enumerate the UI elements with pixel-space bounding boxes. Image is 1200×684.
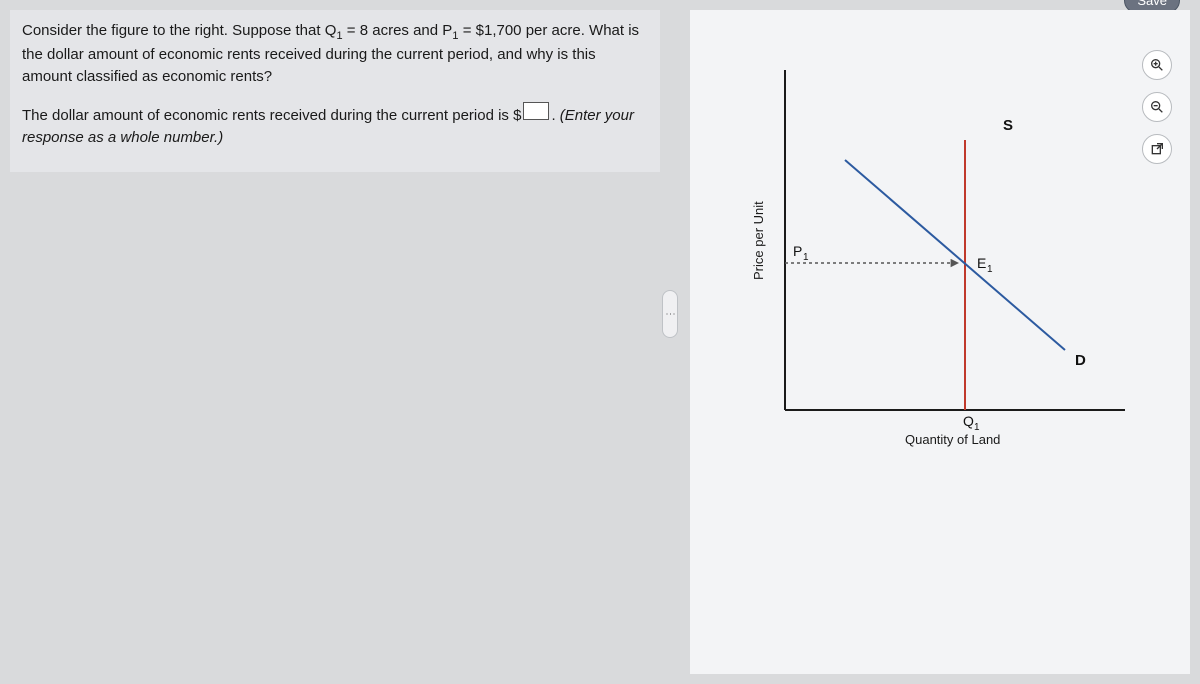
zoom-in-icon <box>1149 57 1165 73</box>
svg-text:D: D <box>1075 352 1086 369</box>
figure-controls <box>1142 50 1172 164</box>
figure-panel: Price per UnitQuantity of LandSDP1E1Q1 <box>690 10 1190 674</box>
zoom-out-button[interactable] <box>1142 92 1172 122</box>
svg-text:1: 1 <box>803 252 809 263</box>
svg-text:P: P <box>793 243 802 259</box>
x-axis-label: Quantity of Land <box>905 432 1000 447</box>
question-para-2: The dollar amount of economic rents rece… <box>22 102 648 149</box>
zoom-in-button[interactable] <box>1142 50 1172 80</box>
svg-text:1: 1 <box>974 422 980 433</box>
answer-input[interactable] <box>523 102 549 120</box>
svg-text:1: 1 <box>987 264 993 275</box>
svg-text:E: E <box>977 255 986 271</box>
question-panel: Consider the figure to the right. Suppos… <box>10 10 660 172</box>
svg-text:S: S <box>1003 117 1013 134</box>
zoom-out-icon <box>1149 99 1165 115</box>
y-axis-label: Price per Unit <box>751 201 766 280</box>
economics-chart: Price per UnitQuantity of LandSDP1E1Q1 <box>745 50 1145 450</box>
expand-tab[interactable]: ⋮ <box>662 290 678 338</box>
popout-button[interactable] <box>1142 134 1172 164</box>
save-label: Save <box>1137 0 1167 8</box>
popout-icon <box>1149 141 1165 157</box>
svg-text:Q: Q <box>963 413 974 429</box>
question-para-1: Consider the figure to the right. Suppos… <box>22 20 648 88</box>
